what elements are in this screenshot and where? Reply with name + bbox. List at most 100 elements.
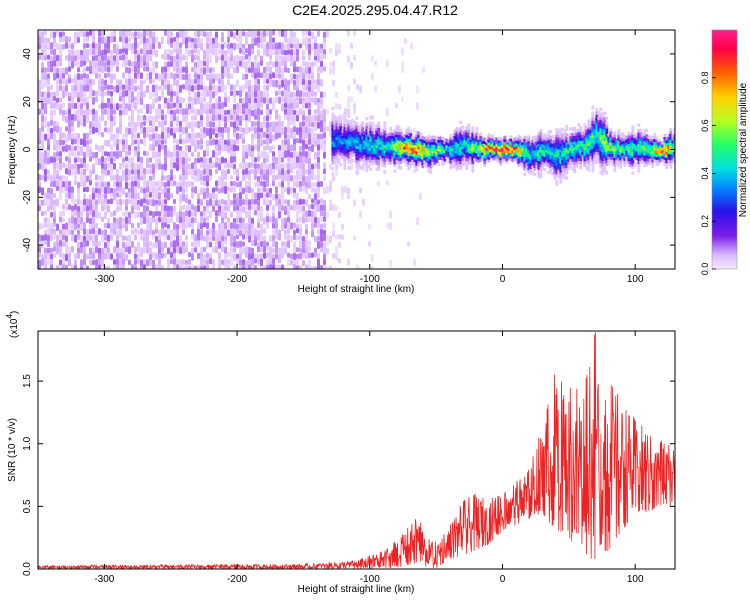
- noise-cell: [47, 157, 50, 165]
- noise-cell: [131, 156, 134, 163]
- noise-cell: [161, 144, 164, 150]
- noise-cell: [125, 216, 128, 225]
- noise-cell: [251, 204, 254, 211]
- noise-cell: [275, 61, 278, 68]
- noise-cell: [80, 181, 83, 188]
- noise-cell: [98, 241, 101, 247]
- signal-cell: [369, 167, 373, 171]
- noise-cell: [200, 127, 203, 134]
- noise-cell: [56, 42, 59, 50]
- noise-cell: [308, 217, 311, 223]
- noise-cell: [167, 258, 170, 266]
- noise-cell: [254, 169, 257, 176]
- noise-cell: [92, 210, 95, 219]
- noise-cell: [128, 144, 131, 152]
- noise-cell: [227, 79, 230, 86]
- noise-cell: [149, 253, 152, 262]
- signal-cell: [563, 173, 567, 177]
- noise-cell: [194, 175, 197, 182]
- noise-cell: [176, 48, 179, 56]
- noise-cell: [266, 49, 269, 57]
- noise-cell: [146, 49, 149, 56]
- noise-cell: [44, 55, 47, 61]
- noise-cell: [152, 217, 155, 223]
- signal-cell: [467, 129, 471, 133]
- noise-cell: [176, 115, 179, 124]
- noise-cell: [335, 42, 338, 51]
- noise-cell: [47, 78, 50, 85]
- noise-cell: [53, 144, 56, 151]
- noise-cell: [293, 55, 296, 63]
- noise-cell: [74, 151, 77, 158]
- noise-cell: [335, 103, 338, 110]
- noise-cell: [278, 162, 281, 171]
- noise-cell: [242, 48, 245, 56]
- noise-cell: [80, 247, 83, 254]
- noise-cell: [164, 198, 167, 205]
- noise-cell: [272, 180, 275, 187]
- noise-cell: [230, 73, 233, 79]
- noise-cell: [329, 265, 332, 269]
- noise-cell: [71, 235, 74, 242]
- noise-cell: [191, 222, 194, 229]
- noise-cell: [113, 180, 116, 187]
- noise-cell: [221, 49, 224, 57]
- noise-cell: [266, 265, 269, 269]
- noise-cell: [278, 204, 281, 211]
- noise-cell: [266, 84, 269, 91]
- noise-cell: [239, 199, 242, 208]
- noise-cell: [179, 48, 182, 56]
- noise-cell: [98, 157, 101, 166]
- noise-cell: [164, 103, 167, 109]
- noise-cell: [179, 67, 182, 75]
- noise-cell: [68, 133, 71, 141]
- signal-cell: [393, 163, 397, 168]
- noise-cell: [293, 150, 296, 158]
- noise-cell: [251, 198, 254, 205]
- noise-cell: [212, 258, 215, 266]
- noise-cell: [110, 228, 113, 234]
- noise-cell: [146, 151, 149, 157]
- noise-cell: [47, 247, 50, 254]
- noise-cell: [335, 205, 338, 212]
- noise-cell: [146, 72, 149, 81]
- noise-cell: [113, 43, 116, 50]
- noise-cell: [131, 48, 134, 55]
- noise-cell: [155, 181, 158, 187]
- noise-cell: [296, 138, 299, 144]
- noise-cell: [269, 199, 272, 206]
- noise-cell: [353, 103, 356, 111]
- noise-cell: [86, 211, 89, 218]
- noise-cell: [311, 31, 314, 40]
- noise-cell: [59, 157, 62, 164]
- signal-cell: [591, 163, 595, 167]
- noise-cell: [287, 240, 290, 249]
- noise-cell: [275, 253, 278, 260]
- signal-cell: [397, 162, 401, 167]
- noise-cell: [191, 126, 194, 134]
- noise-cell: [146, 162, 149, 169]
- noise-cell: [89, 121, 92, 130]
- noise-cell: [188, 78, 191, 86]
- noise-cell: [149, 30, 152, 39]
- noise-cell: [200, 162, 203, 169]
- noise-cell: [170, 168, 173, 177]
- noise-cell: [254, 192, 257, 199]
- noise-cell: [95, 222, 98, 229]
- noise-cell: [212, 192, 215, 200]
- noise-cell: [134, 150, 137, 158]
- signal-cell: [591, 114, 595, 118]
- noise-cell: [185, 61, 188, 68]
- noise-cell: [317, 121, 320, 129]
- noise-cell: [233, 114, 236, 123]
- noise-cell: [233, 96, 236, 103]
- noise-cell: [245, 223, 248, 230]
- noise-cell: [92, 216, 95, 225]
- noise-cell: [53, 102, 56, 109]
- noise-cell: [281, 157, 284, 163]
- noise-cell: [266, 163, 269, 172]
- noise-cell: [290, 96, 293, 103]
- noise-cell: [266, 198, 269, 207]
- signal-cell: [487, 158, 491, 163]
- noise-cell: [317, 48, 320, 56]
